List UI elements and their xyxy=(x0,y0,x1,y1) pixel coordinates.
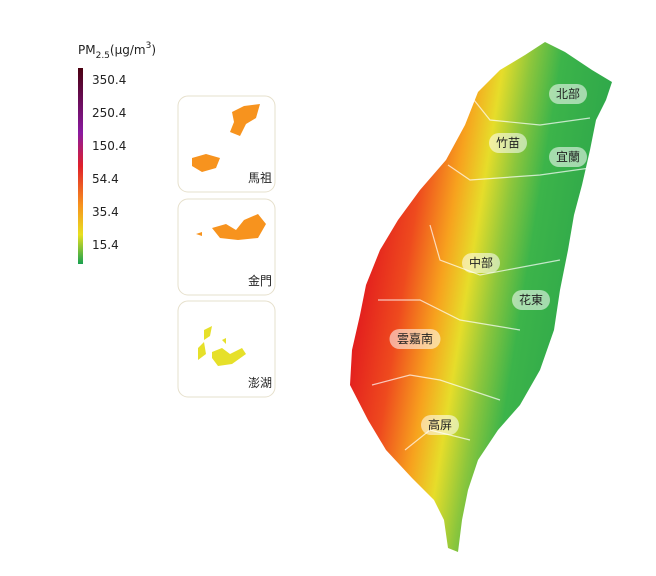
region-pill xyxy=(389,329,441,349)
region-pill xyxy=(549,84,587,104)
region-border xyxy=(371,94,591,451)
color-bar xyxy=(78,68,83,264)
island xyxy=(192,104,260,172)
island xyxy=(196,214,266,240)
region-label: 竹苗 xyxy=(496,136,520,150)
region-pill xyxy=(421,415,459,435)
region-pill xyxy=(489,133,527,153)
inset-box xyxy=(177,300,276,398)
region-pill xyxy=(549,147,587,167)
region-label: 中部 xyxy=(469,255,493,270)
legend-tick-label: 54.4 xyxy=(92,172,119,186)
inset-label: 澎湖 xyxy=(248,375,272,390)
insets xyxy=(177,95,276,398)
region-label: 高屏 xyxy=(428,417,452,432)
island xyxy=(198,326,246,366)
legend-tick-label: 350.4 xyxy=(92,73,126,87)
region-label: 北部 xyxy=(556,86,580,101)
island-outline xyxy=(350,42,612,552)
legend: PM2.5(μg/m3) 350.4 250.4 150.4 54.4 35.4 15.4 xyxy=(78,41,156,264)
legend-tick-label: 150.4 xyxy=(92,139,126,153)
legend-tick-label: 250.4 xyxy=(92,106,126,120)
region-pill xyxy=(512,290,550,310)
inset-label: 金門 xyxy=(248,273,272,288)
region-label: 宜蘭 xyxy=(556,149,580,164)
region-label: 雲嘉南 xyxy=(397,331,433,346)
region-label: 花東 xyxy=(519,292,543,307)
legend-title: PM2.5(μg/m3) xyxy=(78,41,156,61)
region-pill xyxy=(462,253,500,273)
legend-tick-label: 35.4 xyxy=(92,205,119,219)
legend-tick-label: 15.4 xyxy=(92,238,119,252)
inset-label: 馬祖 xyxy=(248,170,272,185)
